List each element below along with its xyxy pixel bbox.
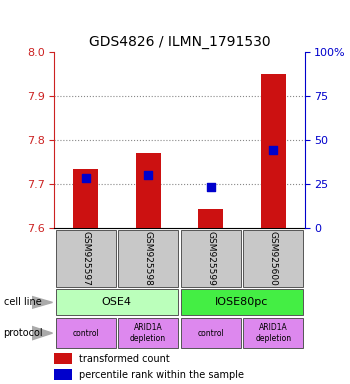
Text: control: control: [72, 329, 99, 338]
Bar: [181, 230, 241, 287]
Text: OSE4: OSE4: [102, 297, 132, 308]
Bar: [54, 369, 72, 381]
Point: [208, 184, 213, 190]
Bar: [118, 230, 178, 287]
Bar: [135, 154, 161, 228]
Bar: [198, 209, 223, 228]
Bar: [118, 318, 178, 348]
Text: cell line: cell line: [4, 297, 41, 308]
Text: ARID1A
depletion: ARID1A depletion: [130, 323, 166, 343]
Text: GSM925597: GSM925597: [81, 231, 90, 286]
Text: transformed count: transformed count: [79, 354, 170, 364]
Text: ARID1A
depletion: ARID1A depletion: [255, 323, 291, 343]
Polygon shape: [32, 296, 52, 308]
Text: IOSE80pc: IOSE80pc: [215, 297, 269, 308]
Text: GSM925598: GSM925598: [144, 231, 153, 286]
Text: control: control: [197, 329, 224, 338]
Text: protocol: protocol: [4, 328, 43, 338]
Bar: [54, 353, 72, 364]
Bar: [73, 169, 98, 228]
Bar: [243, 318, 303, 348]
Point: [145, 172, 151, 179]
Bar: [261, 74, 286, 228]
Title: GDS4826 / ILMN_1791530: GDS4826 / ILMN_1791530: [89, 35, 270, 50]
Polygon shape: [32, 326, 52, 340]
Bar: [181, 290, 303, 315]
Bar: [181, 318, 241, 348]
Text: GSM925600: GSM925600: [269, 231, 278, 286]
Bar: [56, 230, 116, 287]
Point: [271, 147, 276, 153]
Text: percentile rank within the sample: percentile rank within the sample: [79, 370, 244, 380]
Point: [83, 175, 88, 181]
Bar: [56, 318, 116, 348]
Bar: [56, 290, 178, 315]
Text: GSM925599: GSM925599: [206, 231, 215, 286]
Bar: [243, 230, 303, 287]
